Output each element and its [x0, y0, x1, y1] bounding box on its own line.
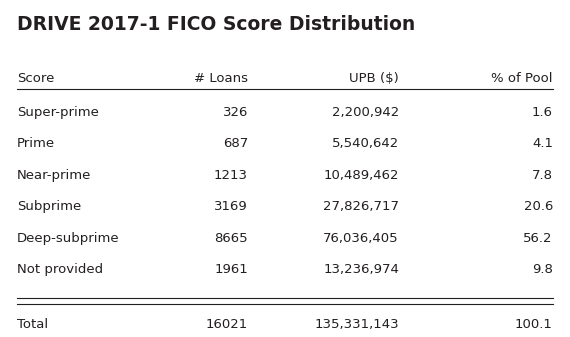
Text: UPB ($): UPB ($): [349, 72, 399, 86]
Text: 1213: 1213: [214, 169, 248, 182]
Text: 1961: 1961: [214, 263, 248, 276]
Text: 5,540,642: 5,540,642: [332, 137, 399, 151]
Text: 27,826,717: 27,826,717: [323, 200, 399, 213]
Text: Not provided: Not provided: [17, 263, 103, 276]
Text: Prime: Prime: [17, 137, 55, 151]
Text: DRIVE 2017-1 FICO Score Distribution: DRIVE 2017-1 FICO Score Distribution: [17, 15, 416, 34]
Text: 326: 326: [222, 106, 248, 119]
Text: 20.6: 20.6: [523, 200, 553, 213]
Text: 13,236,974: 13,236,974: [323, 263, 399, 276]
Text: 10,489,462: 10,489,462: [324, 169, 399, 182]
Text: 687: 687: [223, 137, 248, 151]
Text: 76,036,405: 76,036,405: [323, 232, 399, 245]
Text: 9.8: 9.8: [532, 263, 553, 276]
Text: 100.1: 100.1: [515, 318, 553, 332]
Text: 8665: 8665: [214, 232, 248, 245]
Text: Total: Total: [17, 318, 48, 332]
Text: 7.8: 7.8: [532, 169, 553, 182]
Text: Super-prime: Super-prime: [17, 106, 99, 119]
Text: % of Pool: % of Pool: [491, 72, 553, 86]
Text: 3169: 3169: [214, 200, 248, 213]
Text: Subprime: Subprime: [17, 200, 82, 213]
Text: 2,200,942: 2,200,942: [332, 106, 399, 119]
Text: Near-prime: Near-prime: [17, 169, 91, 182]
Text: Score: Score: [17, 72, 55, 86]
Text: 4.1: 4.1: [532, 137, 553, 151]
Text: # Loans: # Loans: [194, 72, 248, 86]
Text: 56.2: 56.2: [523, 232, 553, 245]
Text: Deep-subprime: Deep-subprime: [17, 232, 120, 245]
Text: 16021: 16021: [206, 318, 248, 332]
Text: 135,331,143: 135,331,143: [315, 318, 399, 332]
Text: 1.6: 1.6: [532, 106, 553, 119]
